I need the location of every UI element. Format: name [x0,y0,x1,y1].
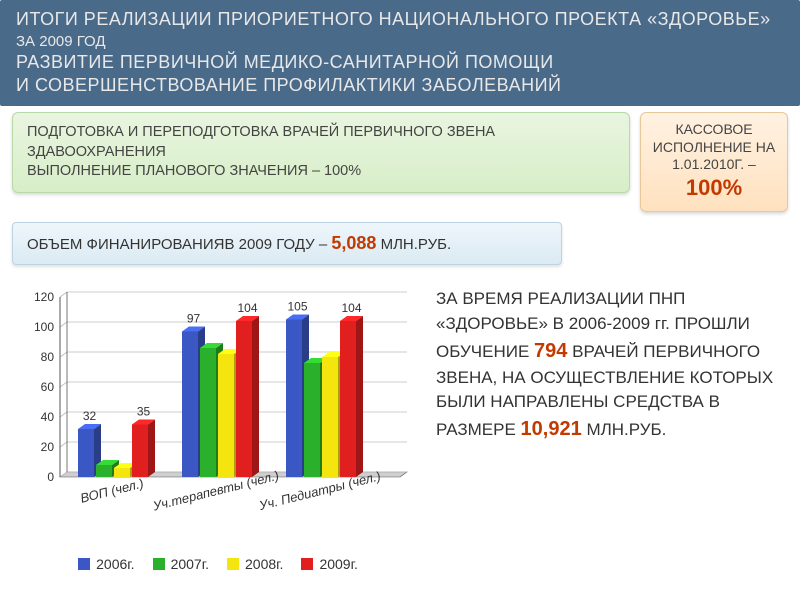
svg-text:120: 120 [34,290,54,304]
svg-text:40: 40 [41,410,55,424]
bar-chart: 0204060801001203235ВОП (чел.)97104Уч.тер… [18,283,418,543]
svg-text:32: 32 [83,409,97,423]
training-line-1: ПОДГОТОВКА И ПЕРЕПОДГОТОВКА ВРАЧЕЙ ПЕРВИ… [27,123,615,162]
cash-pct: 100% [649,174,779,202]
chart-legend: 2006г. 2007г. 2008г. 2009г. [18,556,418,572]
legend-swatch [153,558,165,570]
svg-text:100: 100 [34,320,54,334]
legend-item: 2009г. [301,556,357,572]
chart-column: 0204060801001203235ВОП (чел.)97104Уч.тер… [18,283,418,572]
svg-text:104: 104 [341,301,361,315]
svg-text:104: 104 [237,301,257,315]
legend-item: 2006г. [78,556,134,572]
header-line-2: ЗА 2009 ГОД [16,33,784,52]
legend-label: 2009г. [319,556,357,572]
header-line-3: РАЗВИТИЕ ПЕРВИЧНОЙ МЕДИКО-САНИТАРНОЙ ПОМ… [16,51,784,74]
svg-text:105: 105 [287,300,307,314]
legend-label: 2007г. [171,556,209,572]
svg-text:20: 20 [41,440,55,454]
header-line-4: И СОВЕРШЕНСТВОВАНИЕ ПРОФИЛАКТИКИ ЗАБОЛЕВ… [16,74,784,97]
legend-item: 2007г. [153,556,209,572]
legend-item: 2008г. [227,556,283,572]
cash-execution-box: КАССОВОЕ ИСПОЛНЕНИЕ НА 1.01.2010Г. – 100… [640,112,788,212]
financing-box: ОБЪЕМ ФИНАНИРОВАНИЯВ 2009 ГОДУ – 5,088 М… [12,222,562,265]
svg-text:0: 0 [47,470,54,484]
svg-text:ВОП (чел.): ВОП (чел.) [79,476,145,506]
legend-swatch [78,558,90,570]
financing-amount: 5,088 [331,233,376,253]
svg-text:60: 60 [41,380,55,394]
legend-swatch [227,558,239,570]
body-text: ЗА ВРЕМЯ РЕАЛИЗАЦИИ ПНП «ЗДОРОВЬЕ» В 200… [436,283,782,572]
svg-text:80: 80 [41,350,55,364]
legend-label: 2006г. [96,556,134,572]
slide-header: ИТОГИ РЕАЛИЗАЦИИ ПРИОРИЕТНОГО НАЦИОНАЛЬН… [0,0,800,106]
training-line-2: ВЫПОЛНЕНИЕ ПЛАНОВОГО ЗНАЧЕНИЯ – 100% [27,162,615,182]
body-n2: 10,921 [521,418,582,440]
body-n1: 794 [534,340,567,362]
training-box: ПОДГОТОВКА И ПЕРЕПОДГОТОВКА ВРАЧЕЙ ПЕРВИ… [12,112,630,193]
cash-text: КАССОВОЕ ИСПОЛНЕНИЕ НА 1.01.2010Г. – [649,121,779,174]
body-t3: МЛН.РУБ. [586,420,666,439]
legend-label: 2008г. [245,556,283,572]
svg-text:35: 35 [137,405,151,419]
legend-swatch [301,558,313,570]
header-line-1: ИТОГИ РЕАЛИЗАЦИИ ПРИОРИЕТНОГО НАЦИОНАЛЬН… [16,8,784,31]
financing-suffix: МЛН.РУБ. [381,236,452,253]
financing-prefix: ОБЪЕМ ФИНАНИРОВАНИЯВ 2009 ГОДУ – [27,236,331,253]
svg-text:97: 97 [187,312,201,326]
